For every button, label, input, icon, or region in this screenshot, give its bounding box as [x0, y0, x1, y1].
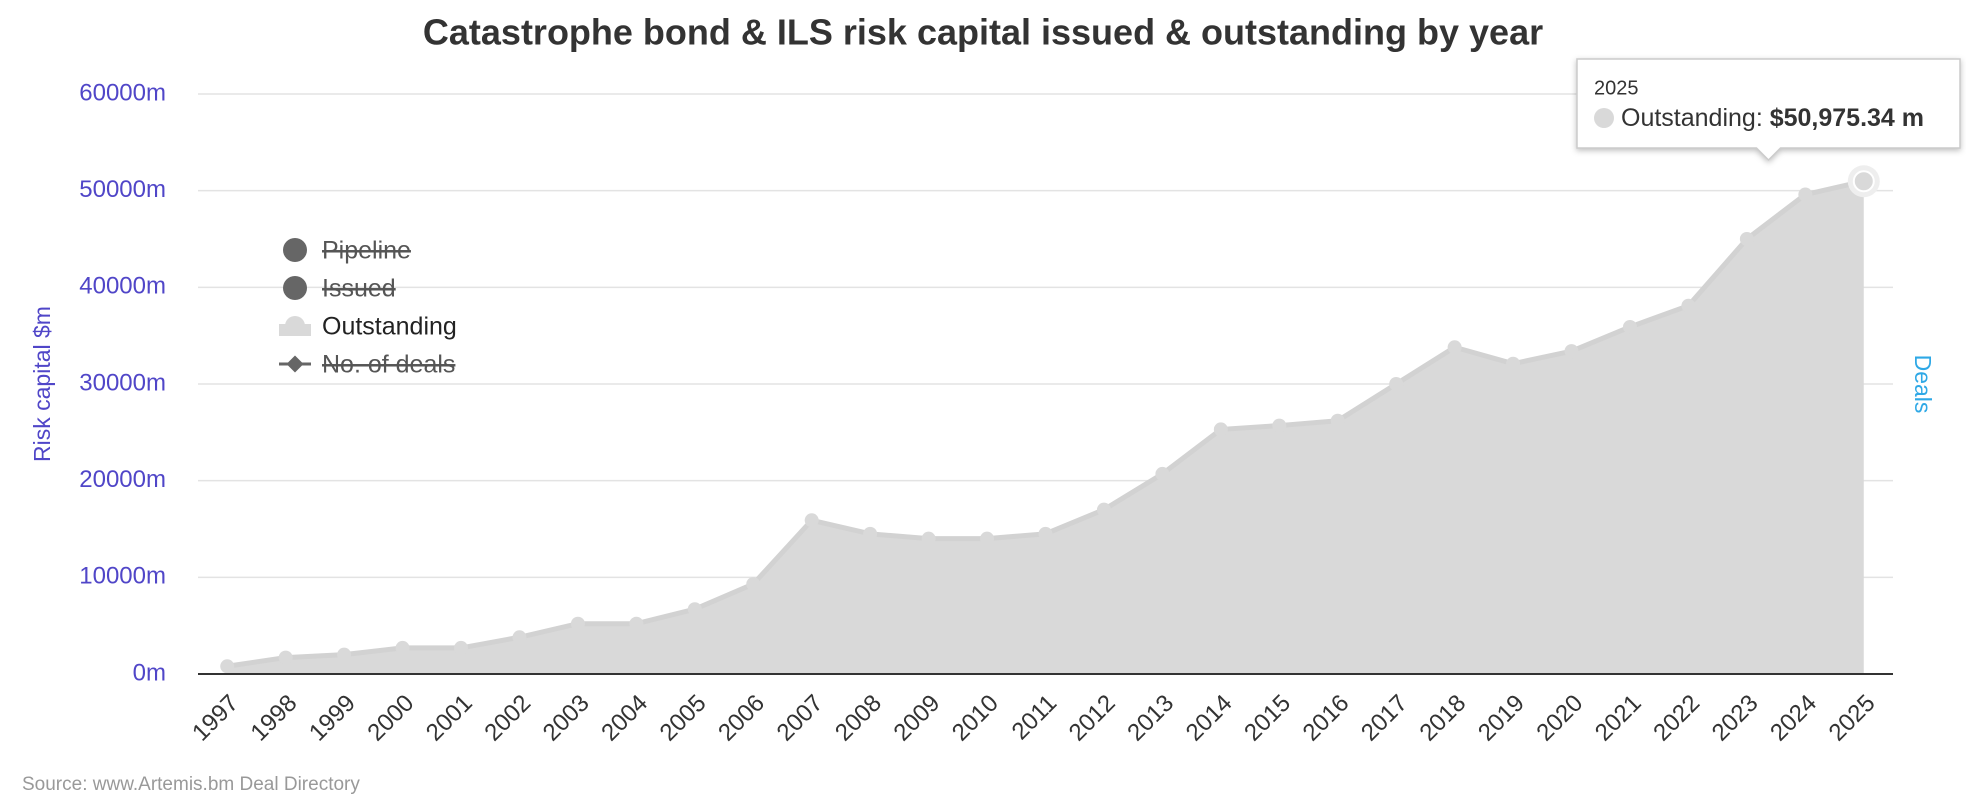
- point: [1447, 340, 1462, 355]
- point: [1389, 377, 1404, 391]
- y-axis-title: Risk capital $m: [29, 306, 55, 462]
- point: [921, 531, 936, 546]
- y-tick-label: 0m: [133, 659, 166, 686]
- legend-symbol: [285, 316, 305, 336]
- tooltip-box: [1576, 58, 1961, 162]
- tooltip-series: Outstanding: $50,975.34 m: [1621, 104, 1924, 132]
- point: [804, 513, 819, 528]
- x-tick-label: 2024: [1765, 690, 1822, 747]
- point: [1155, 466, 1170, 481]
- point: [1622, 319, 1637, 334]
- x-tick-label: 2007: [772, 690, 829, 747]
- y-tick-label: 60000m: [79, 79, 166, 106]
- point: [337, 647, 352, 662]
- point: [1564, 344, 1579, 359]
- point: [1038, 526, 1053, 541]
- x-tick-label: 2005: [655, 690, 712, 747]
- legend-label: Issued: [322, 275, 396, 303]
- point: [1681, 298, 1696, 313]
- x-tick-label: 2001: [421, 690, 478, 747]
- point: [278, 650, 293, 665]
- x-tick-label: 2013: [1122, 690, 1179, 747]
- area: [227, 181, 1864, 674]
- y-tick-label: 10000m: [79, 563, 166, 590]
- x-tick-label: 2018: [1415, 690, 1472, 747]
- x-tick-label: 1999: [304, 690, 361, 747]
- x-tick-label: 2012: [1064, 690, 1121, 747]
- y-tick-label: 50000m: [79, 176, 166, 203]
- x-tick-label: 2015: [1239, 690, 1296, 747]
- point: [570, 616, 585, 631]
- x-tick-label: 2006: [713, 690, 770, 747]
- x-tick-label: 1997: [187, 690, 244, 747]
- tooltip-series-label: Outstanding:: [1621, 104, 1763, 132]
- x-tick-label: 1998: [246, 690, 303, 747]
- x-tick-label: 2003: [538, 690, 595, 747]
- point: [980, 531, 995, 546]
- point: [1213, 422, 1228, 437]
- x-tick-label: 2022: [1648, 690, 1705, 747]
- x-tick-label: 2000: [362, 690, 419, 747]
- tooltip-value: $50,975.34 m: [1770, 104, 1924, 132]
- x-tick-label: 2017: [1356, 690, 1413, 747]
- point: [1330, 413, 1345, 428]
- point: [1798, 187, 1813, 202]
- legend-label: No. of deals: [322, 351, 455, 379]
- y2-axis-title: Deals: [1910, 355, 1936, 414]
- x-tick-label: 2016: [1298, 690, 1355, 747]
- tooltip-category: 2025: [1594, 77, 1639, 99]
- x-tick-label: 2009: [888, 690, 945, 747]
- chart-title: Catastrophe bond & ILS risk capital issu…: [423, 12, 1543, 53]
- x-tick-label: 2021: [1590, 690, 1647, 747]
- x-tick-label: 2004: [596, 690, 653, 747]
- point: [1272, 418, 1287, 433]
- point: [1506, 356, 1521, 371]
- hover-point: [1852, 170, 1875, 193]
- point: [1096, 502, 1111, 517]
- point: [629, 616, 644, 631]
- source: Source: www.Artemis.bm Deal Directory: [22, 774, 360, 795]
- point: [687, 602, 702, 617]
- legend-symbol: [286, 355, 304, 373]
- x-tick-label: 2014: [1181, 690, 1238, 747]
- x-tick-label: 2020: [1531, 690, 1588, 747]
- x-tick-label: 2019: [1473, 690, 1530, 747]
- x-tick-label: 2008: [830, 690, 887, 747]
- point: [512, 630, 527, 645]
- legend-label: Outstanding: [322, 313, 457, 341]
- point: [746, 577, 761, 592]
- point: [863, 526, 878, 541]
- x-tick-label: 2002: [479, 690, 536, 747]
- tooltip-symbol: [1594, 108, 1614, 128]
- point: [395, 640, 410, 655]
- x-tick-label: 2023: [1707, 690, 1764, 747]
- point: [1739, 232, 1754, 246]
- x-tick-label: 2010: [947, 690, 1004, 747]
- point: [454, 640, 469, 655]
- x-tick-label: 2025: [1824, 690, 1881, 747]
- y-tick-label: 30000m: [79, 369, 166, 396]
- legend-label: Pipeline: [322, 237, 411, 265]
- x-tick-label: 2011: [1007, 690, 1063, 746]
- y-tick-label: 20000m: [79, 466, 166, 493]
- legend-symbol: [283, 276, 307, 300]
- point: [220, 659, 235, 674]
- y-tick-label: 40000m: [79, 273, 166, 300]
- legend-symbol: [283, 238, 307, 262]
